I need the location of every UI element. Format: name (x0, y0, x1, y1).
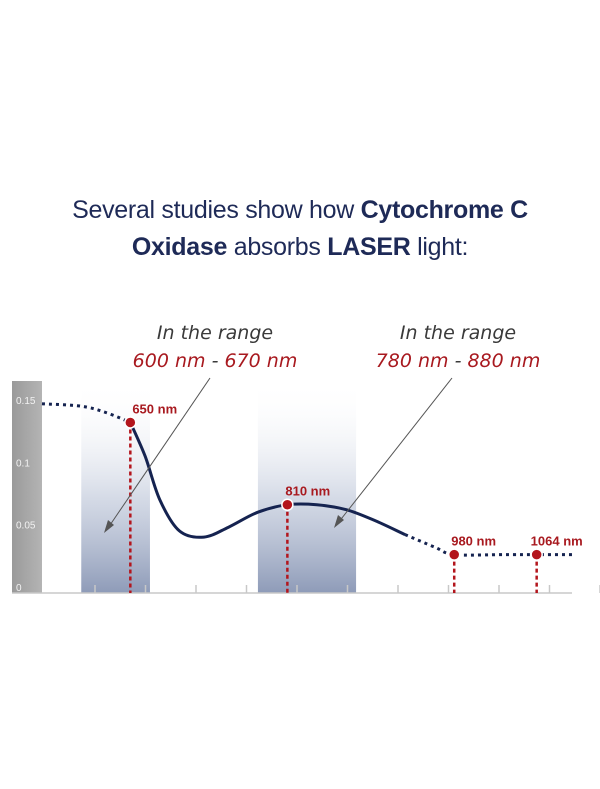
wavelength-marker (124, 416, 137, 429)
headline-emphasis: Oxidase (131, 233, 228, 261)
wavelength-band (257, 381, 357, 593)
annotation-label: In the range (156, 322, 274, 344)
range-start: 780 nm (375, 350, 449, 372)
headline-text: light: (410, 233, 469, 261)
annotation-range-1: In the range 600 nm - 670 nm (115, 319, 315, 375)
marker-label: 650 nm (132, 401, 177, 416)
headline-emphasis: LASER (327, 233, 411, 261)
wavelength-marker (447, 548, 461, 561)
pointer-arrowhead-1 (104, 520, 114, 533)
headline-line-2: Oxidase absorbs LASER light: (0, 229, 600, 266)
range-separator: - (205, 350, 225, 372)
curve-dotted-end (404, 533, 572, 557)
annotation-range: 600 nm - 670 nm (115, 347, 315, 375)
headline-line-1: Several studies show how Cytochrome C (0, 192, 600, 229)
y-tick-label: 0.05 (16, 521, 36, 532)
y-tick-label: 0 (16, 583, 22, 594)
marker-label: 980 nm (451, 534, 496, 549)
y-axis-panel (12, 381, 42, 593)
curve-dotted-start (41, 402, 131, 424)
pointer-arrow-2 (337, 377, 453, 524)
wavelength-marker (281, 498, 294, 511)
annotation-range-2: In the range 780 nm - 880 nm (358, 319, 558, 375)
headline-emphasis: Cytochrome C (360, 196, 529, 224)
wavelength-marker (530, 548, 543, 561)
range-start: 600 nm (132, 350, 206, 372)
range-separator: - (448, 350, 468, 372)
absorption-curve (128, 421, 406, 539)
marker-label: 1064 nm (531, 534, 583, 549)
headline: Several studies show how Cytochrome C Ox… (0, 192, 600, 266)
y-tick-label: 0.1 (16, 458, 30, 469)
range-end: 880 nm (467, 350, 541, 372)
annotation-range: 780 nm - 880 nm (358, 347, 558, 375)
y-tick-label: 0.15 (16, 396, 36, 407)
pointer-arrow-1 (107, 377, 211, 529)
pointer-arrowhead-2 (334, 515, 344, 528)
annotation-label: In the range (399, 322, 517, 344)
headline-text: Several studies show how (72, 196, 361, 224)
range-end: 670 nm (224, 350, 298, 372)
marker-label: 810 nm (285, 484, 330, 499)
headline-text: absorbs (227, 233, 328, 261)
wavelength-band (81, 381, 150, 593)
